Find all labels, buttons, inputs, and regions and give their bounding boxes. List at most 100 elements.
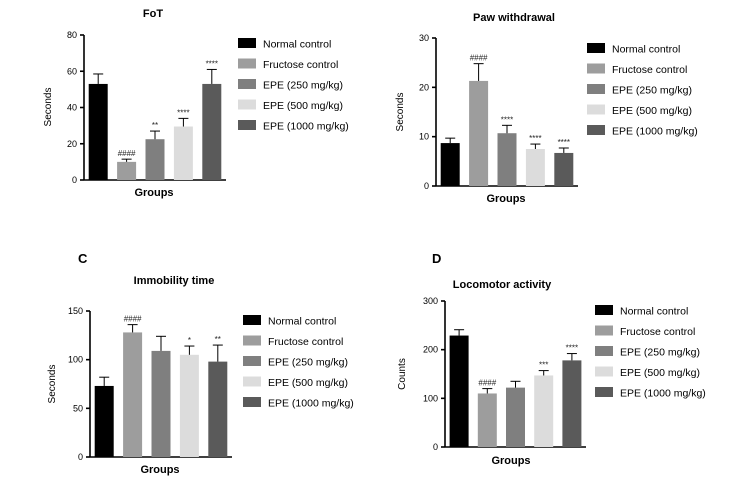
bar bbox=[173, 126, 193, 180]
bar bbox=[94, 385, 114, 457]
y-tick-label: 0 bbox=[424, 181, 429, 191]
legend-label: EPE (250 mg/kg) bbox=[620, 347, 700, 359]
legend-label: EPE (250 mg/kg) bbox=[612, 85, 692, 97]
x-axis-label: Groups bbox=[134, 187, 173, 199]
legend-label: EPE (500 mg/kg) bbox=[268, 377, 348, 389]
legend-swatch bbox=[243, 397, 261, 407]
legend-label: EPE (500 mg/kg) bbox=[263, 100, 343, 112]
significance-label: *** bbox=[539, 361, 548, 370]
legend-label: Fructose control bbox=[620, 326, 695, 338]
chart-title: Paw withdrawal bbox=[473, 12, 555, 24]
significance-label: **** bbox=[501, 115, 513, 124]
y-axis-label: Seconds bbox=[43, 88, 54, 127]
legend-label: EPE (1000 mg/kg) bbox=[263, 121, 349, 133]
chart-title: Locomotor activity bbox=[453, 279, 552, 291]
legend-label: EPE (250 mg/kg) bbox=[268, 357, 348, 369]
y-tick-label: 20 bbox=[419, 82, 429, 92]
bar bbox=[202, 83, 222, 180]
y-tick-label: 100 bbox=[68, 355, 83, 365]
legend-swatch bbox=[243, 376, 261, 387]
bar bbox=[151, 350, 171, 457]
legend-swatch bbox=[238, 79, 256, 89]
significance-label: #### bbox=[118, 149, 136, 158]
legend-swatch bbox=[595, 366, 613, 377]
legend-label: EPE (500 mg/kg) bbox=[612, 105, 692, 117]
legend-swatch bbox=[587, 43, 605, 53]
chart-panel: D Locomotor activity Counts Groups 0 100 200 30… bbox=[397, 251, 706, 467]
x-axis-label: Groups bbox=[491, 455, 530, 467]
legend-swatch bbox=[243, 356, 261, 366]
chart-panel: FoTSecondsGroups020406080####**********N… bbox=[43, 8, 349, 199]
y-axis-label: Seconds bbox=[47, 365, 58, 404]
bar bbox=[145, 139, 165, 180]
significance-label: #### bbox=[124, 315, 142, 324]
y-tick-label: 30 bbox=[419, 33, 429, 43]
bar bbox=[497, 133, 517, 186]
legend-swatch bbox=[587, 104, 605, 115]
significance-label: **** bbox=[566, 344, 578, 353]
y-tick-label: 0 bbox=[433, 442, 438, 452]
panel-letter: D bbox=[432, 251, 441, 266]
x-axis-label: Groups bbox=[486, 193, 525, 205]
legend-label: Fructose control bbox=[268, 336, 343, 348]
y-tick-label: 300 bbox=[423, 296, 438, 306]
significance-label: ** bbox=[152, 121, 158, 130]
legend-swatch bbox=[587, 63, 605, 74]
legend-label: EPE (500 mg/kg) bbox=[620, 367, 700, 379]
y-tick-label: 50 bbox=[73, 403, 83, 413]
significance-label: #### bbox=[478, 379, 496, 388]
legend-label: Normal control bbox=[268, 316, 336, 328]
bar bbox=[534, 375, 554, 447]
bar bbox=[88, 83, 108, 180]
legend-label: EPE (1000 mg/kg) bbox=[268, 398, 354, 410]
significance-label: **** bbox=[529, 134, 541, 143]
legend-label: Fructose control bbox=[263, 59, 338, 71]
bar bbox=[449, 335, 469, 447]
legend-swatch bbox=[595, 305, 613, 315]
y-tick-label: 80 bbox=[67, 30, 77, 40]
bar bbox=[208, 361, 228, 457]
legend-swatch bbox=[587, 84, 605, 94]
bar bbox=[179, 354, 199, 457]
y-tick-label: 150 bbox=[68, 306, 83, 316]
legend-label: Normal control bbox=[612, 44, 680, 56]
chart-title: FoT bbox=[143, 8, 163, 20]
bar bbox=[554, 152, 574, 186]
legend-label: Normal control bbox=[263, 39, 331, 51]
y-tick-label: 60 bbox=[67, 66, 77, 76]
y-tick-label: 20 bbox=[67, 139, 77, 149]
significance-label: * bbox=[188, 336, 191, 345]
chart-title: Immobility time bbox=[134, 275, 215, 287]
y-axis-label: Counts bbox=[397, 358, 408, 390]
legend-swatch bbox=[243, 315, 261, 325]
legend-swatch bbox=[595, 325, 613, 336]
y-tick-label: 200 bbox=[423, 345, 438, 355]
y-axis-label: Seconds bbox=[395, 93, 406, 132]
legend-swatch bbox=[595, 346, 613, 356]
chart-panel: Paw withdrawal Seconds Groups 0 10 20 30 #### **… bbox=[395, 12, 698, 205]
legend-swatch bbox=[595, 387, 613, 397]
legend-label: EPE (250 mg/kg) bbox=[263, 80, 343, 92]
legend-label: Normal control bbox=[620, 306, 688, 318]
y-tick-label: 10 bbox=[419, 132, 429, 142]
bar bbox=[477, 393, 497, 447]
bar bbox=[562, 360, 582, 447]
y-tick-label: 0 bbox=[78, 452, 83, 462]
panel-letter: C bbox=[78, 251, 88, 266]
legend-label: Fructose control bbox=[612, 64, 687, 76]
bar bbox=[440, 143, 460, 186]
bar bbox=[525, 149, 545, 186]
y-tick-label: 100 bbox=[423, 393, 438, 403]
legend-swatch bbox=[238, 120, 256, 130]
y-tick-label: 0 bbox=[72, 175, 77, 185]
y-tick-label: 40 bbox=[67, 103, 77, 113]
significance-label: **** bbox=[558, 138, 570, 147]
legend-swatch bbox=[587, 125, 605, 135]
bar bbox=[123, 332, 143, 457]
significance-label: **** bbox=[177, 108, 189, 117]
significance-label: #### bbox=[470, 54, 488, 63]
bar bbox=[117, 161, 137, 180]
significance-label: ** bbox=[215, 335, 221, 344]
legend-swatch bbox=[238, 58, 256, 69]
